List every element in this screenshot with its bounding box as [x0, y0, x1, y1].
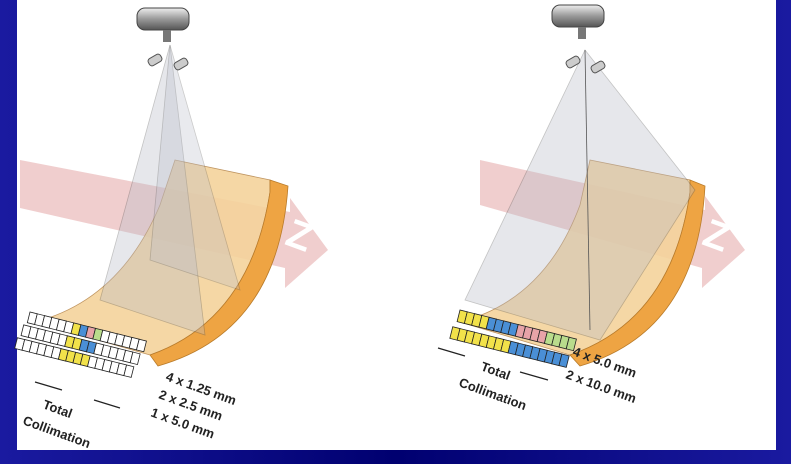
beam-edge: [584, 49, 591, 331]
collimator: [590, 60, 606, 74]
detector-rows: [449, 309, 577, 368]
detector-cell: [565, 336, 577, 352]
tube-mount: [163, 30, 171, 42]
detector-cell: [129, 351, 141, 366]
x-ray-tube: [136, 7, 190, 31]
collimator: [565, 55, 581, 69]
detector-cell: [558, 353, 570, 368]
collimation-arrow: [34, 381, 121, 409]
detector-edge: [149, 179, 289, 367]
x-ray-beam: [149, 44, 241, 291]
collimator: [147, 53, 163, 67]
detector-rows: [14, 311, 147, 378]
x-ray-beam: [99, 44, 206, 336]
collimation-arrow: [437, 347, 549, 381]
tube-mount: [578, 27, 586, 39]
x-ray-tube: [551, 4, 605, 28]
detector-edge: [569, 179, 706, 367]
collimator: [173, 57, 189, 71]
detector-cell: [136, 338, 147, 353]
detector-cell: [123, 364, 135, 378]
x-ray-beam: [464, 49, 696, 341]
